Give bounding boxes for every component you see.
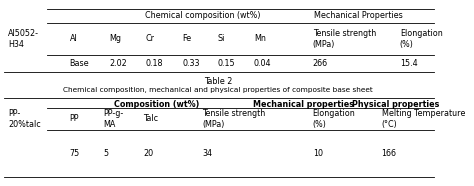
Text: Composition (wt%): Composition (wt%) — [114, 100, 200, 109]
Text: 15.4: 15.4 — [400, 59, 418, 68]
Text: Fe: Fe — [182, 34, 191, 43]
Text: Chemical composition, mechanical and physical properties of composite base sheet: Chemical composition, mechanical and phy… — [64, 87, 373, 93]
Text: PP: PP — [70, 114, 79, 123]
Text: Elongation
(%): Elongation (%) — [400, 29, 443, 49]
Text: 266: 266 — [313, 59, 328, 68]
Text: 34: 34 — [202, 149, 212, 158]
Text: Base: Base — [70, 59, 89, 68]
Text: Mn: Mn — [254, 34, 266, 43]
Text: Cr: Cr — [146, 34, 155, 43]
Text: 75: 75 — [70, 149, 80, 158]
Text: Mechanical Properties: Mechanical Properties — [314, 11, 403, 20]
Text: Table 2: Table 2 — [204, 77, 232, 86]
Text: 0.04: 0.04 — [254, 59, 272, 68]
Text: 0.15: 0.15 — [217, 59, 235, 68]
Text: 20: 20 — [143, 149, 153, 158]
Text: Physical properties: Physical properties — [352, 100, 439, 109]
Text: Tensile strength
(MPa): Tensile strength (MPa) — [202, 109, 266, 129]
Text: Mechanical properties: Mechanical properties — [253, 100, 354, 109]
Text: Si: Si — [217, 34, 225, 43]
Text: 5: 5 — [103, 149, 109, 158]
Text: PP-
20%talc: PP- 20%talc — [8, 109, 41, 129]
Text: Mg: Mg — [109, 34, 121, 43]
Text: Talc: Talc — [143, 114, 158, 123]
Text: Melting Temperature
(°C): Melting Temperature (°C) — [382, 109, 465, 129]
Text: 0.18: 0.18 — [146, 59, 163, 68]
Text: 2.02: 2.02 — [109, 59, 127, 68]
Text: 0.33: 0.33 — [182, 59, 200, 68]
Text: 166: 166 — [382, 149, 397, 158]
Text: Chemical composition (wt%): Chemical composition (wt%) — [145, 11, 260, 20]
Text: Al: Al — [70, 34, 77, 43]
Text: PP-g-
MA: PP-g- MA — [103, 109, 124, 129]
Text: 10: 10 — [313, 149, 323, 158]
Text: Elongation
(%): Elongation (%) — [313, 109, 356, 129]
Text: Tensile strength
(MPa): Tensile strength (MPa) — [313, 29, 376, 49]
Text: Al5052-
H34: Al5052- H34 — [8, 29, 39, 49]
